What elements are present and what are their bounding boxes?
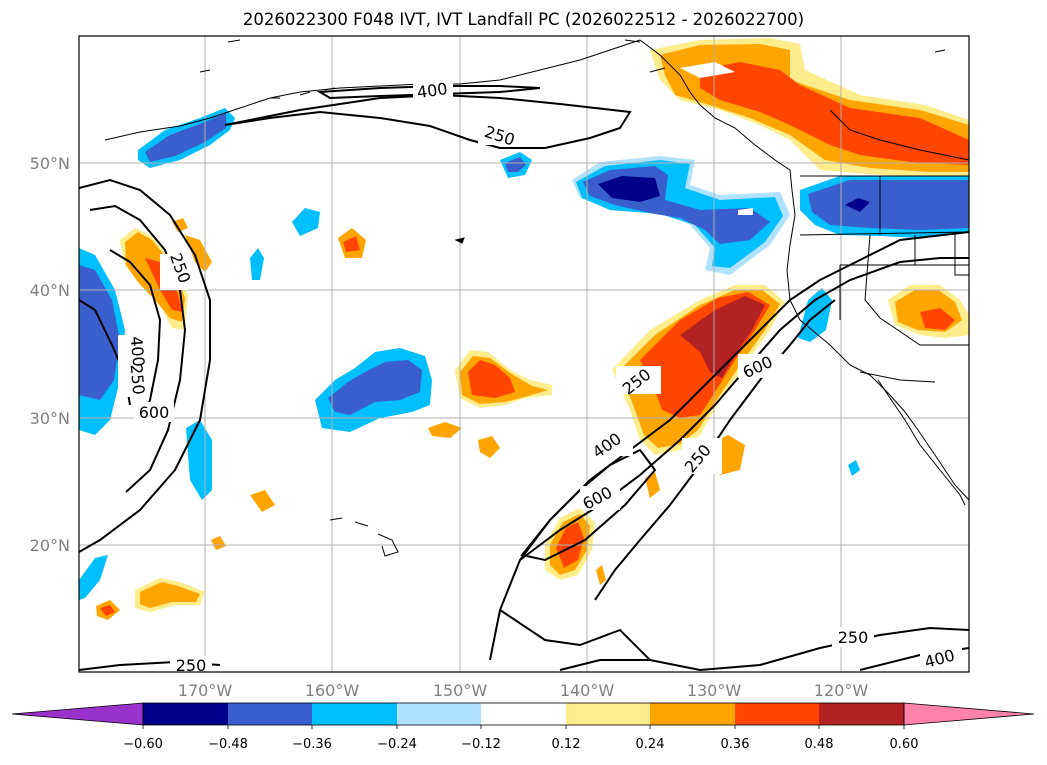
colorbar-tick: 0.12 bbox=[552, 737, 581, 752]
coast-north-america bbox=[639, 39, 969, 501]
latitude-labels: 50°N 40°N 30°N 20°N bbox=[30, 154, 70, 555]
colorbar-segment bbox=[650, 703, 735, 725]
contour-400-north bbox=[316, 85, 541, 100]
contour-label: 250 bbox=[838, 628, 869, 647]
contour-label: 400 bbox=[416, 79, 449, 102]
shade-plume-firebrick bbox=[680, 296, 765, 378]
lon-label: 150°W bbox=[433, 681, 488, 700]
contour-plume-250-w bbox=[489, 231, 969, 661]
contour-west-mid bbox=[89, 204, 187, 493]
coast-alaska bbox=[104, 39, 641, 141]
colorbar-segment bbox=[312, 703, 397, 725]
colorbar-tick: −0.48 bbox=[208, 737, 248, 752]
colorbar-tick: 0.24 bbox=[636, 737, 665, 752]
contour-label: 250 bbox=[127, 363, 149, 395]
shade-pnw-negative-blue bbox=[808, 180, 969, 230]
colorbar-tick: −0.24 bbox=[377, 737, 417, 752]
colorbar-segment bbox=[143, 703, 228, 725]
lon-label: 140°W bbox=[560, 681, 615, 700]
lat-label: 20°N bbox=[30, 536, 70, 555]
contour-west-outer bbox=[79, 178, 211, 553]
colorbar-tick: 0.36 bbox=[721, 737, 750, 752]
colorbar-segment bbox=[397, 703, 481, 725]
shade-bc-coast-inner bbox=[700, 62, 969, 165]
colorbar-tick: −0.60 bbox=[123, 737, 163, 752]
colorbar-extend-max bbox=[903, 702, 1035, 726]
lon-label: 130°W bbox=[687, 681, 742, 700]
coast-baja bbox=[877, 379, 966, 506]
colorbar-tick: 0.60 bbox=[890, 737, 919, 752]
lon-label: 120°W bbox=[814, 681, 869, 700]
colorbar: −0.60 −0.48 −0.36 −0.24 −0.12 0.12 0.24 … bbox=[11, 702, 1035, 752]
lat-label: 30°N bbox=[30, 409, 70, 428]
lat-label: 50°N bbox=[30, 154, 70, 173]
longitude-labels: 170°W 160°W 150°W 140°W 130°W 120°W bbox=[178, 681, 869, 700]
colorbar-extend-min bbox=[11, 702, 144, 726]
contour-west-inner bbox=[109, 249, 162, 421]
colorbar-segment bbox=[481, 703, 566, 725]
colorbar-tick: −0.12 bbox=[461, 737, 501, 752]
border-mexico bbox=[859, 371, 936, 383]
border-canada-interior bbox=[829, 109, 969, 161]
contour-label: 400 bbox=[127, 335, 149, 367]
colorbar-segment bbox=[566, 703, 650, 725]
colorbar-segment bbox=[819, 703, 904, 725]
contour-plume-600 bbox=[520, 448, 657, 562]
colorbar-tick: −0.36 bbox=[292, 737, 332, 752]
contour-south bbox=[559, 626, 969, 672]
contour-label: 600 bbox=[139, 403, 170, 422]
coastlines bbox=[104, 39, 969, 557]
lat-label: 40°N bbox=[30, 281, 70, 300]
map-frame bbox=[78, 35, 970, 673]
colorbar-tick: 0.48 bbox=[805, 737, 834, 752]
colorbar-segment bbox=[228, 703, 312, 725]
lon-label: 160°W bbox=[305, 681, 360, 700]
gridlines bbox=[79, 36, 969, 672]
colorbar-segment bbox=[735, 703, 819, 725]
contour-label: 250 bbox=[176, 656, 207, 675]
anomaly-shading bbox=[79, 38, 969, 620]
border-states bbox=[799, 176, 969, 346]
lon-label: 170°W bbox=[178, 681, 233, 700]
chart-title: 2026022300 F048 IVT, IVT Landfall PC (20… bbox=[242, 10, 805, 29]
